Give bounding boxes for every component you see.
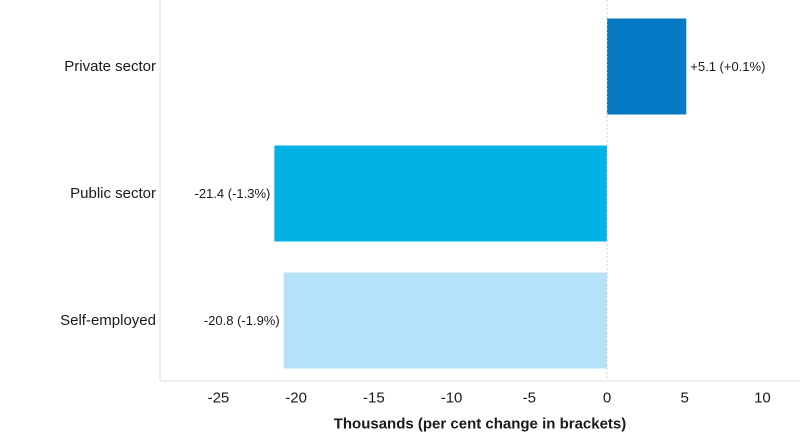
x-tick-label: 5: [681, 390, 689, 407]
x-tick-label: 10: [754, 390, 771, 407]
x-tick-labels: -25 -20 -15 -10 -5 0 5 10: [208, 390, 771, 407]
x-tick-label: -10: [441, 390, 463, 407]
x-tick-label: -25: [208, 390, 230, 407]
data-label-private-sector: +5.1 (+0.1%): [690, 59, 765, 74]
data-labels: +5.1 (+0.1%) -21.4 (-1.3%) -20.8 (-1.9%): [195, 59, 766, 328]
bars-group: [274, 18, 687, 369]
category-labels: Private sector Public sector Self-employed: [60, 58, 156, 329]
category-label-public-sector: Public sector: [70, 185, 156, 202]
x-tick-label: -5: [523, 390, 536, 407]
x-tick-label: -20: [285, 390, 307, 407]
category-label-private-sector: Private sector: [64, 58, 156, 75]
bar-public-sector: [274, 145, 607, 242]
bar-private-sector: [607, 18, 687, 115]
x-tick-label: 0: [603, 390, 611, 407]
category-label-self-employed: Self-employed: [60, 312, 156, 329]
x-tick-label: -15: [363, 390, 385, 407]
data-label-self-employed: -20.8 (-1.9%): [204, 313, 280, 328]
bar-self-employed: [283, 272, 607, 369]
data-label-public-sector: -21.4 (-1.3%): [195, 186, 271, 201]
x-axis-label: Thousands (per cent change in brackets): [334, 416, 627, 433]
